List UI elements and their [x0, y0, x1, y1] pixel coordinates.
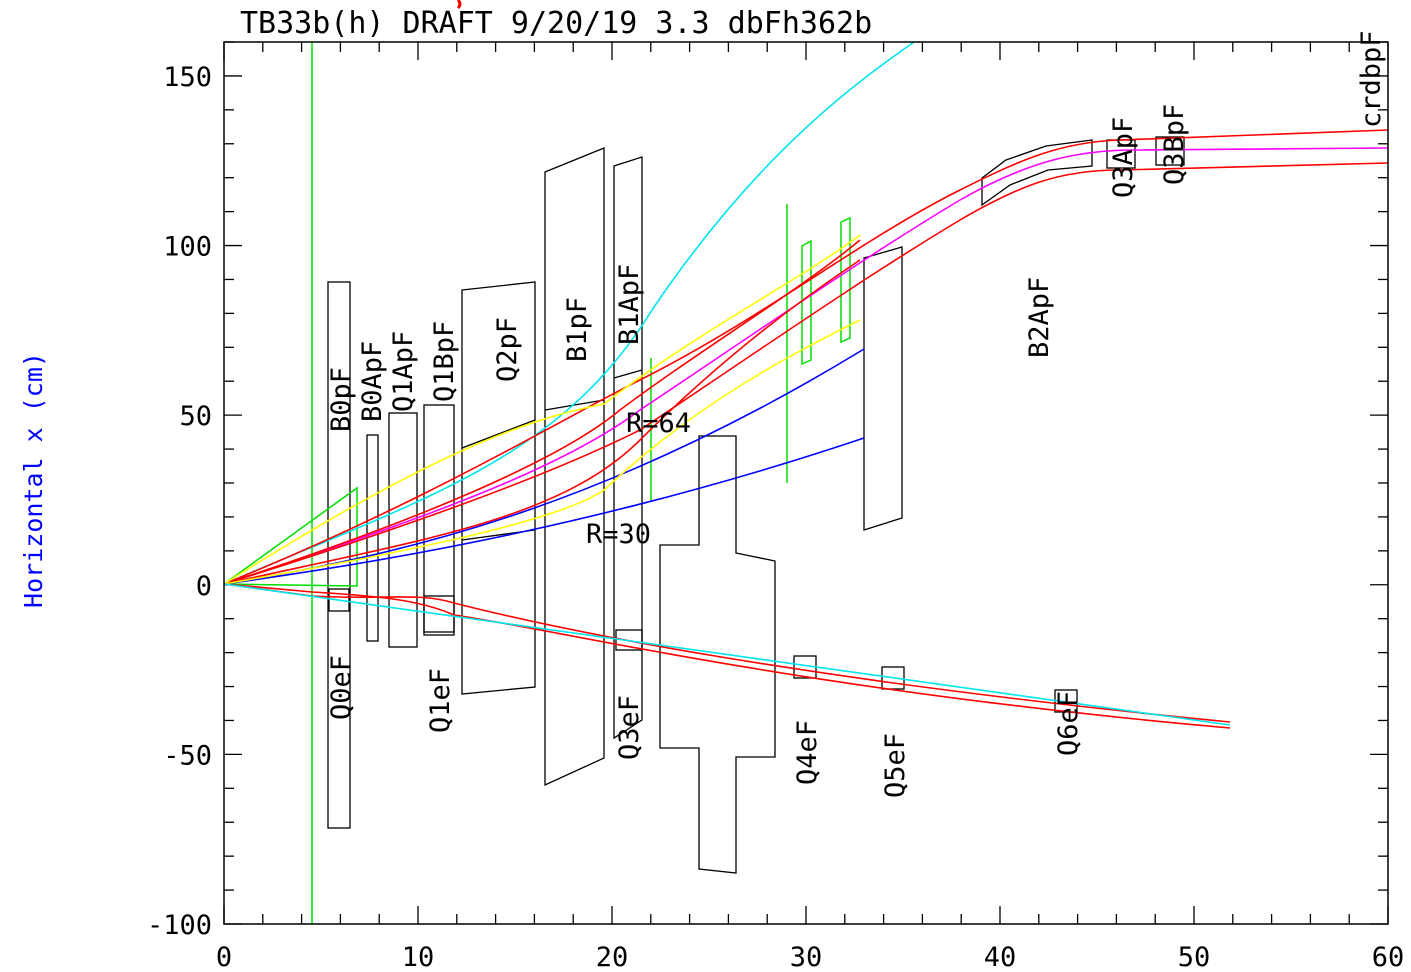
ray-cyan-upper — [223, 41, 915, 585]
label-q3apf: Q3ApF — [1108, 117, 1139, 198]
label-q3ef: Q3eF — [614, 695, 645, 760]
q1apf-element — [388, 412, 418, 648]
ray-cyan-lower — [223, 583, 1231, 726]
ray-traces — [223, 41, 1389, 729]
y-tick-label: 0 — [196, 571, 212, 602]
ray-yellow-2 — [223, 319, 861, 585]
label-q0ef: Q0eF — [326, 655, 357, 720]
x-tick-label: 40 — [984, 942, 1017, 972]
x-tick-label: 30 — [790, 942, 823, 972]
y-tick-label: 50 — [179, 401, 212, 432]
b1a-inner — [613, 369, 643, 379]
green-apertures — [223, 204, 851, 587]
ray-blue-lower — [223, 437, 865, 585]
green-triangle — [223, 486, 358, 587]
label-q1ef: Q1eF — [425, 668, 456, 733]
q0ef-element — [328, 588, 350, 612]
label-b1pf: B1pF — [562, 297, 593, 362]
q2-inner-top — [461, 419, 536, 449]
y-tick-label: -50 — [163, 740, 212, 771]
x-tick-label: 50 — [1178, 942, 1211, 972]
q3bpf-element — [1155, 136, 1185, 166]
label-q4ef: Q4eF — [792, 720, 823, 785]
label-b0pf: B0pF — [326, 367, 357, 432]
label-b0apf: B0ApF — [357, 341, 388, 422]
label-crdbpf: crdbpF — [1356, 30, 1387, 128]
axis-ticks — [223, 41, 1389, 925]
b0pf-element — [327, 281, 351, 829]
plot-frame — [223, 41, 1389, 925]
ray-red-upper-2 — [223, 162, 1389, 585]
x-tick-label: 0 — [216, 942, 232, 972]
element-labels: B0pF B0ApF Q1ApF Q1BpF Q2pF B1pF B1ApF B… — [326, 30, 1387, 798]
label-q1bpf: Q1BpF — [429, 321, 460, 402]
ray-red-lower-2 — [223, 583, 1231, 729]
ray-yellow-1 — [223, 234, 861, 585]
b1pf-element — [544, 147, 605, 787]
x-tick-label: 60 — [1372, 942, 1405, 972]
b2-curve-element — [981, 139, 1093, 207]
b1-inner — [544, 399, 605, 411]
label-q5ef: Q5eF — [880, 733, 911, 798]
b2apf-element — [863, 246, 903, 531]
b1apf-element — [613, 156, 643, 740]
label-r64: R=64 — [626, 408, 691, 439]
x-tick-label: 10 — [402, 942, 435, 972]
label-r30: R=30 — [586, 519, 651, 550]
ray-red-upper-1 — [223, 129, 1389, 585]
q2pf-element — [461, 281, 536, 695]
y-tick-label: -100 — [147, 910, 212, 941]
q3ef-element — [615, 629, 643, 651]
q1ef-element — [423, 595, 455, 633]
label-b1apf: B1ApF — [614, 264, 645, 345]
label-q6ef: Q6eF — [1053, 691, 1084, 756]
beam-elements — [327, 136, 1185, 874]
diagram-title: TB33b(h) DRAFT 9/20/19 3.3 dbFh362b — [240, 6, 872, 41]
green-box-1 — [801, 239, 812, 366]
ray-red-upper-4 — [223, 239, 861, 585]
q1bpf-element — [423, 404, 455, 636]
y-tick-label: 150 — [163, 62, 212, 93]
label-q3bpf: Q3BpF — [1159, 104, 1190, 185]
label-q2pf: Q2pF — [492, 317, 523, 382]
red-mark-top — [456, 0, 462, 10]
label-b2apf: B2ApF — [1024, 277, 1055, 358]
y-tick-label: 100 — [163, 232, 212, 263]
ray-magenta — [223, 147, 1389, 585]
y-axis-label: Horizontal x (cm) — [19, 352, 48, 608]
green-box-2 — [840, 216, 851, 344]
ray-red-upper-3 — [223, 259, 861, 585]
central-chamber-element — [659, 435, 776, 874]
ray-red-lower-1 — [223, 583, 1231, 723]
axis-tick-labels: 0 10 20 30 40 50 60 -100 -50 0 50 100 150 — [147, 62, 1404, 972]
x-tick-label: 20 — [596, 942, 629, 972]
label-q1apf: Q1ApF — [388, 331, 419, 412]
